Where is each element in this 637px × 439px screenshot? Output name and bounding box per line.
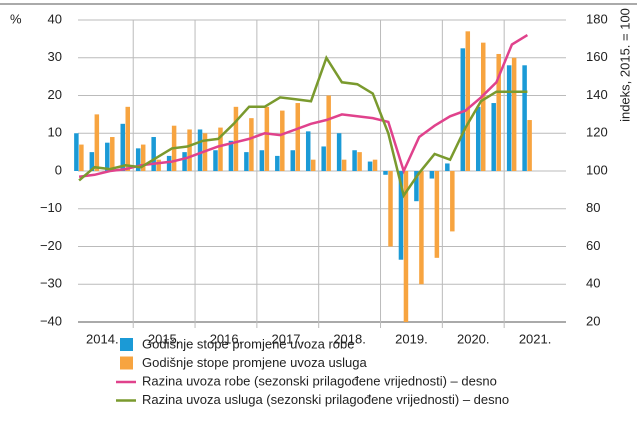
y2-tick-label: 60 <box>586 238 600 253</box>
line <box>78 34 529 178</box>
bar <box>156 159 161 171</box>
bar <box>445 163 450 171</box>
bar <box>305 131 311 171</box>
bar <box>480 42 486 172</box>
bar <box>465 31 471 172</box>
bar <box>336 133 342 171</box>
bar <box>290 150 296 171</box>
x-tick-label: 2021. <box>519 331 552 346</box>
bar <box>434 171 440 258</box>
bar <box>491 103 496 171</box>
y2-tick-label: 160 <box>586 49 608 64</box>
bar <box>249 118 254 171</box>
bar <box>414 171 419 202</box>
y-tick-label: −40 <box>40 313 62 328</box>
bar <box>135 148 141 171</box>
bar <box>89 152 95 171</box>
bar <box>372 159 378 171</box>
bar <box>460 48 466 171</box>
bar <box>228 140 234 171</box>
y-tick-label: 40 <box>48 11 62 26</box>
y2-tick-label: 100 <box>586 162 608 177</box>
bar <box>259 150 265 171</box>
y2-tick-label: 20 <box>586 313 600 328</box>
bar <box>233 106 239 171</box>
bar <box>197 129 203 171</box>
y2-tick-label: 140 <box>586 87 608 102</box>
y-tick-label: 10 <box>48 125 62 140</box>
bar <box>105 142 110 171</box>
legend-label: Razina uvoza usluga (sezonski prilagođen… <box>142 392 509 407</box>
x-tick-label: 2020. <box>457 331 490 346</box>
x-tick-label: 2018. <box>333 331 366 346</box>
x-tick-label: 2017. <box>272 331 305 346</box>
bar <box>187 129 192 171</box>
y-tick-label: −30 <box>40 276 62 291</box>
bar <box>403 171 409 322</box>
bar <box>110 137 115 171</box>
y-tick-label: −20 <box>40 238 62 253</box>
bar <box>506 65 512 171</box>
bar <box>383 171 388 175</box>
bar <box>310 159 316 171</box>
bar <box>275 155 280 171</box>
legend-swatch <box>120 356 133 370</box>
bar <box>475 106 481 171</box>
bar <box>321 146 326 171</box>
bar <box>74 133 79 171</box>
line <box>78 54 528 199</box>
y-tick-label: −10 <box>40 200 62 215</box>
bar <box>94 114 100 171</box>
y2-tick-label: 180 <box>586 11 608 26</box>
bar <box>352 150 357 171</box>
bar <box>218 127 223 171</box>
bar <box>244 152 249 171</box>
y2-tick-label: 40 <box>586 276 600 291</box>
y2-axis-label: indeks, 2015. = 100 <box>617 8 632 122</box>
y-tick-label: 0 <box>55 162 62 177</box>
bar <box>511 57 517 171</box>
bar <box>140 144 146 171</box>
legend-label: Godišnje stope promjene uvoza robe <box>142 336 354 351</box>
bar <box>280 110 285 171</box>
x-tick-label: 2014. <box>86 331 119 346</box>
legend-label: Godišnje stope promjene uvoza usluga <box>142 355 368 370</box>
bar <box>79 144 84 171</box>
y-axis-label: % <box>10 11 22 26</box>
bar <box>166 155 172 171</box>
y-tick-label: 30 <box>48 49 62 64</box>
bar <box>450 171 455 232</box>
legend-label: Razina uvoza robe (sezonski prilagođene … <box>142 373 497 388</box>
bar <box>527 120 532 171</box>
bar <box>264 106 270 171</box>
x-tick-label: 2016. <box>210 331 243 346</box>
bar <box>496 53 501 171</box>
bar <box>388 171 393 247</box>
bar <box>125 106 130 171</box>
legend-swatch <box>120 338 133 351</box>
bar <box>419 171 424 285</box>
bar <box>295 103 301 171</box>
bar <box>522 65 527 171</box>
bar <box>151 137 156 171</box>
bar <box>398 171 404 260</box>
bar <box>341 159 347 171</box>
y2-tick-label: 120 <box>586 125 608 140</box>
bar <box>429 171 435 179</box>
y-tick-label: 20 <box>48 87 62 102</box>
x-tick-label: 2019. <box>395 331 428 346</box>
bar <box>182 152 187 171</box>
x-tick-label: 2015. <box>148 331 181 346</box>
y2-tick-label: 80 <box>586 200 600 215</box>
bar <box>326 95 331 171</box>
bar <box>367 161 373 171</box>
bar <box>213 150 218 171</box>
bar <box>357 152 362 171</box>
bar <box>120 123 125 171</box>
